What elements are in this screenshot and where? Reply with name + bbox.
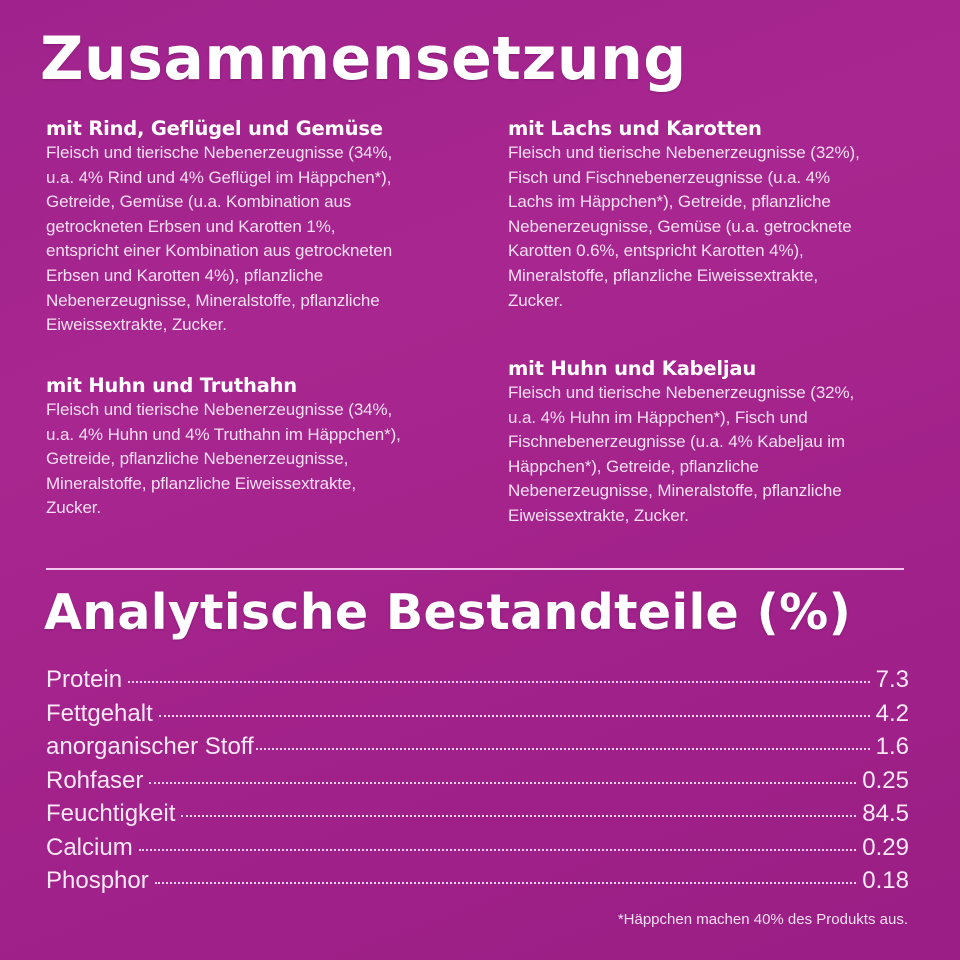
- ingredient-line: Erbsen und Karotten 4%), pflanzliche: [46, 265, 324, 285]
- variant-ingredients: Fleisch und tierische Nebenerzeugnisse (…: [508, 381, 938, 529]
- ingredient-line: Nebenerzeugnisse, Mineralstoffe, pflanzl…: [508, 481, 842, 501]
- nutrient-label: Feuchtigkeit: [46, 800, 176, 827]
- variant-huhn-truthahn: mit Huhn und Truthahn Fleisch und tieris…: [46, 373, 486, 521]
- analysis-table: Protein 7.3 Fettgehalt 4.2 anorganischer…: [46, 666, 909, 901]
- analysis-row-phosphor: Phosphor 0.18: [46, 867, 909, 901]
- nutrient-value: 0.25: [862, 766, 909, 794]
- nutrient-value: 1.6: [875, 733, 909, 760]
- ingredient-line: Getreide, Gemüse (u.a. Kombination aus: [46, 192, 352, 212]
- ingredient-line: u.a. 4% Rind und 4% Geflügel im Häppchen…: [46, 167, 392, 187]
- analysis-row-anorganischer-stoff: anorganischer Stoff 1.6: [46, 733, 909, 767]
- composition-right-column: mit Lachs und Karotten Fleisch und tieri…: [508, 116, 938, 331]
- nutrient-value: 7.3: [875, 666, 909, 693]
- nutrient-label: anorganischer Stoff: [46, 733, 254, 760]
- ingredient-line: Lachs im Häppchen*), Getreide, pflanzlic…: [508, 192, 831, 212]
- analysis-row-calcium: Calcium 0.29: [46, 834, 909, 868]
- ingredient-line: u.a. 4% Huhn im Häppchen*), Fisch und: [508, 407, 808, 427]
- dot-leader: [181, 815, 857, 817]
- ingredient-line: Nebenerzeugnisse, Mineralstoffe, pflanzl…: [46, 290, 380, 310]
- ingredient-line: Fisch und Fischnebenerzeugnisse (u.a. 4%: [508, 167, 831, 187]
- variant-ingredients: Fleisch und tierische Nebenerzeugnisse (…: [46, 141, 486, 338]
- dot-leader: [138, 848, 857, 851]
- ingredient-line: Zucker.: [508, 290, 564, 310]
- nutrient-value: 0.29: [862, 833, 909, 861]
- analysis-row-rohfaser: Rohfaser 0.25: [46, 767, 909, 801]
- ingredient-line: Fleisch und tierische Nebenerzeugnisse (…: [508, 143, 860, 162]
- analysis-row-protein: Protein 7.3: [46, 666, 909, 700]
- ingredient-line: entspricht einer Kombination aus getrock…: [46, 241, 393, 261]
- nutrient-label: Calcium: [46, 833, 133, 861]
- ingredient-line: Zucker.: [46, 498, 102, 518]
- composition-left-column: mit Rind, Geflügel und Gemüse Fleisch un…: [46, 116, 486, 356]
- dot-leader: [158, 714, 870, 717]
- ingredient-line: Fischnebenerzeugnisse (u.a. 4% Kabeljau …: [508, 432, 845, 452]
- variant-heading: mit Huhn und Truthahn: [46, 374, 297, 397]
- ingredient-line: getrockneten Erbsen und Karotten 1%,: [46, 216, 336, 236]
- ingredient-line: Mineralstoffe, pflanzliche Eiweissextrak…: [508, 265, 819, 285]
- ingredient-line: Fleisch und tierische Nebenerzeugnisse (…: [508, 383, 855, 402]
- footnote: *Häppchen machen 40% des Produkts aus.: [617, 911, 908, 928]
- analysis-row-feuchtigkeit: Feuchtigkeit 84.5: [46, 800, 909, 834]
- dot-leader: [154, 882, 857, 884]
- ingredient-line: Mineralstoffe, pflanzliche Eiweissextrak…: [46, 473, 357, 493]
- ingredient-line: Eiweissextrakte, Zucker.: [508, 505, 689, 525]
- ingredient-line: Fleisch und tierische Nebenerzeugnisse (…: [46, 143, 393, 162]
- dot-leader: [149, 781, 857, 784]
- dot-leader: [128, 681, 870, 683]
- variant-heading: mit Rind, Geflügel und Gemüse: [46, 117, 383, 140]
- variant-heading: mit Huhn und Kabeljau: [508, 357, 757, 380]
- nutrient-value: 0.18: [862, 867, 909, 894]
- nutrient-value: 84.5: [862, 800, 909, 827]
- variant-rind-gefluegel-gemuese: mit Rind, Geflügel und Gemüse Fleisch un…: [46, 116, 486, 338]
- analysis-title: Analytische Bestandteile (%): [44, 584, 852, 641]
- ingredient-line: Karotten 0.6%, entspricht Karotten 4%),: [508, 241, 804, 261]
- variant-ingredients: Fleisch und tierische Nebenerzeugnisse (…: [46, 398, 486, 521]
- variant-ingredients: Fleisch und tierische Nebenerzeugnisse (…: [508, 141, 938, 313]
- ingredient-line: Eiweissextrakte, Zucker.: [46, 315, 227, 335]
- variant-lachs-karotten: mit Lachs und Karotten Fleisch und tieri…: [508, 116, 938, 313]
- nutrient-label: Protein: [46, 666, 123, 693]
- analysis-row-fettgehalt: Fettgehalt 4.2: [46, 700, 909, 734]
- composition-title: Zusammensetzung: [40, 24, 687, 94]
- nutrient-label: Rohfaser: [46, 766, 144, 794]
- section-divider: [46, 568, 904, 570]
- composition-right-column-2: mit Huhn und Kabeljau Fleisch und tieris…: [508, 356, 938, 547]
- variant-huhn-kabeljau: mit Huhn und Kabeljau Fleisch und tieris…: [508, 356, 938, 529]
- nutrient-label: Fettgehalt: [46, 699, 153, 727]
- ingredient-line: Häppchen*), Getreide, pflanzliche: [508, 456, 759, 476]
- variant-heading: mit Lachs und Karotten: [508, 117, 762, 140]
- ingredient-line: u.a. 4% Huhn und 4% Truthahn im Häppchen…: [46, 424, 401, 444]
- ingredient-line: Getreide, pflanzliche Nebenerzeugnisse,: [46, 449, 349, 469]
- nutrient-value: 4.2: [875, 699, 909, 727]
- ingredient-line: Nebenerzeugnisse, Gemüse (u.a. getrockne…: [508, 216, 852, 236]
- composition-left-column-2: mit Huhn und Truthahn Fleisch und tieris…: [46, 373, 486, 539]
- dot-leader: [255, 748, 870, 750]
- ingredient-line: Fleisch und tierische Nebenerzeugnisse (…: [46, 400, 393, 419]
- nutrient-label: Phosphor: [46, 867, 149, 894]
